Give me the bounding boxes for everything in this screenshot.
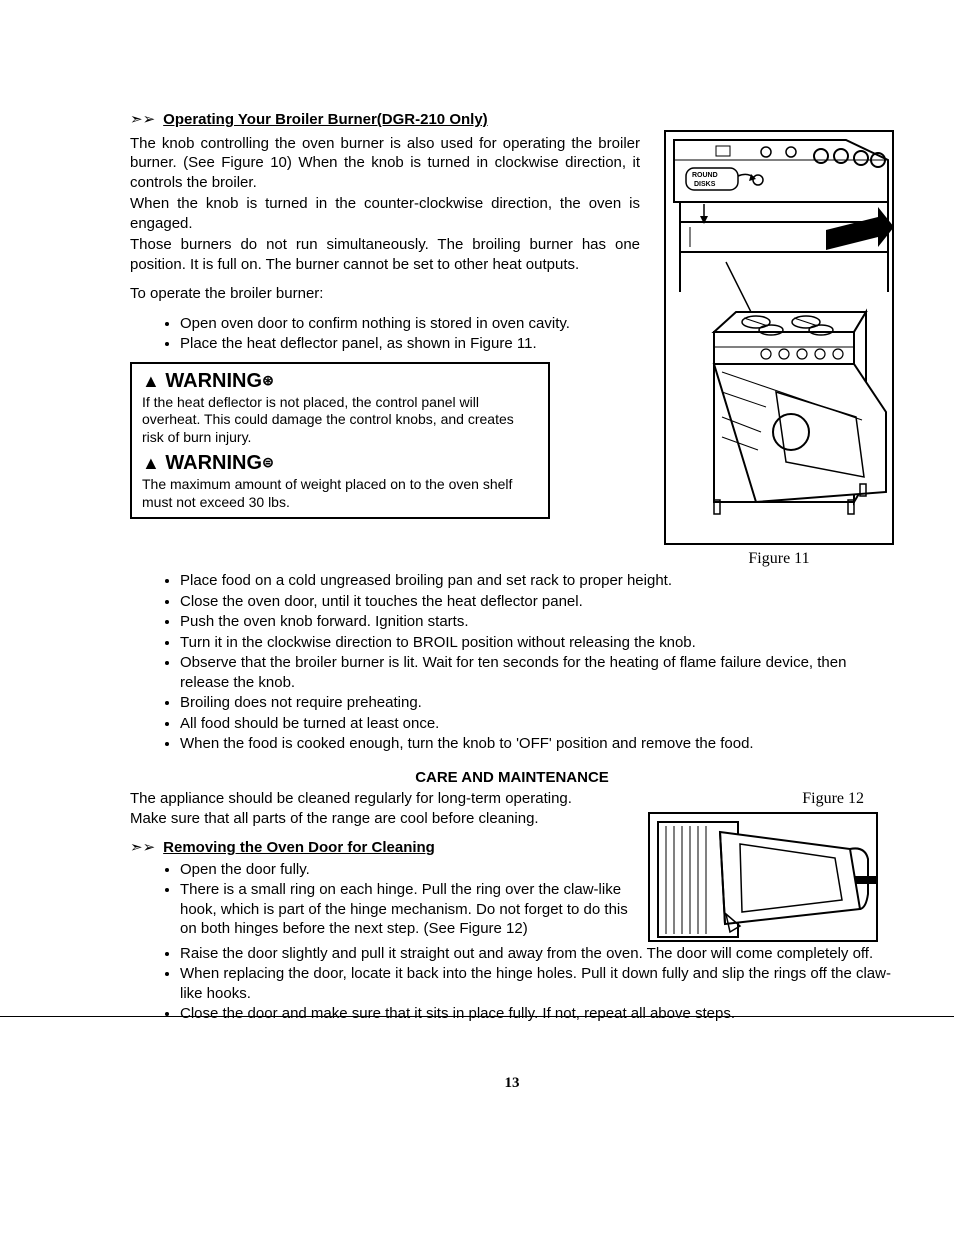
figure-caption: Figure 12 xyxy=(648,789,894,810)
page-rule xyxy=(0,1016,954,1017)
remove-door-list-cont: Raise the door slightly and pull it stra… xyxy=(130,944,894,1024)
paragraph: The appliance should be cleaned regularl… xyxy=(130,789,634,809)
list-item: Turn it in the clockwise direction to BR… xyxy=(180,633,894,653)
list-item: Close the door and make sure that it sit… xyxy=(180,1004,894,1024)
section-heading-remove-door: ➢ Removing the Oven Door for Cleaning xyxy=(130,838,634,858)
list-item: There is a small ring on each hinge. Pul… xyxy=(180,880,634,939)
warning-triangle-icon: ▲ xyxy=(142,453,160,473)
list-item: Close the oven door, until it touches th… xyxy=(180,592,894,612)
paragraph: Make sure that all parts of the range ar… xyxy=(130,809,634,829)
operate-list-top: Open oven door to confirm nothing is sto… xyxy=(130,314,650,354)
figure-11: ROUND DISKS xyxy=(664,130,894,545)
warning-circle-icon: ⊛ xyxy=(262,372,274,388)
care-heading: CARE AND MAINTENANCE xyxy=(130,768,894,788)
paragraph: The knob controlling the oven burner is … xyxy=(130,134,640,193)
list-item: All food should be turned at least once. xyxy=(180,714,894,734)
warning-circle-icon: ⊜ xyxy=(262,454,274,470)
warning-label: WARNING xyxy=(165,370,262,392)
list-item: Place food on a cold ungreased broiling … xyxy=(180,571,894,591)
warning-box-1: ▲ WARNING⊛ If the heat deflector is not … xyxy=(130,362,550,520)
svg-text:ROUND: ROUND xyxy=(692,172,718,179)
warning-body: If the heat deflector is not placed, the… xyxy=(142,394,538,447)
arrow-icon: ➢ xyxy=(143,110,156,130)
warning-body: The maximum amount of weight placed on t… xyxy=(142,476,538,511)
list-item: Open the door fully. xyxy=(180,860,634,880)
figure-12 xyxy=(648,812,878,942)
paragraph: Those burners do not run simultaneously.… xyxy=(130,235,640,274)
section-heading-broiler: ➢ Operating Your Broiler Burner(DGR-210 … xyxy=(130,110,894,130)
list-item: Broiling does not require preheating. xyxy=(180,693,894,713)
list-item: When replacing the door, locate it back … xyxy=(180,964,894,1003)
list-item: Open oven door to confirm nothing is sto… xyxy=(180,314,650,334)
section-title: Operating Your Broiler Burner(DGR-210 On… xyxy=(163,110,488,130)
page-number: 13 xyxy=(130,1074,894,1094)
paragraph: When the knob is turned in the counter-c… xyxy=(130,194,640,233)
list-item: Place the heat deflector panel, as shown… xyxy=(180,334,650,354)
section-title: Removing the Oven Door for Cleaning xyxy=(163,838,435,858)
list-item: Raise the door slightly and pull it stra… xyxy=(180,944,894,964)
figure-caption: Figure 11 xyxy=(664,549,894,570)
warning-title: ▲ WARNING⊜ xyxy=(142,450,538,476)
arrow-icon: ➢ xyxy=(143,838,156,858)
list-item: Push the oven knob forward. Ignition sta… xyxy=(180,612,894,632)
warning-label: WARNING xyxy=(165,452,262,474)
list-item: Observe that the broiler burner is lit. … xyxy=(180,653,894,692)
operate-list-bottom: Place food on a cold ungreased broiling … xyxy=(130,571,894,754)
warning-triangle-icon: ▲ xyxy=(142,371,160,391)
remove-door-list: Open the door fully. There is a small ri… xyxy=(130,860,634,939)
list-item: When the food is cooked enough, turn the… xyxy=(180,734,894,754)
list-intro: To operate the broiler burner: xyxy=(130,284,650,304)
svg-text:DISKS: DISKS xyxy=(694,181,716,188)
warning-title: ▲ WARNING⊛ xyxy=(142,368,538,394)
